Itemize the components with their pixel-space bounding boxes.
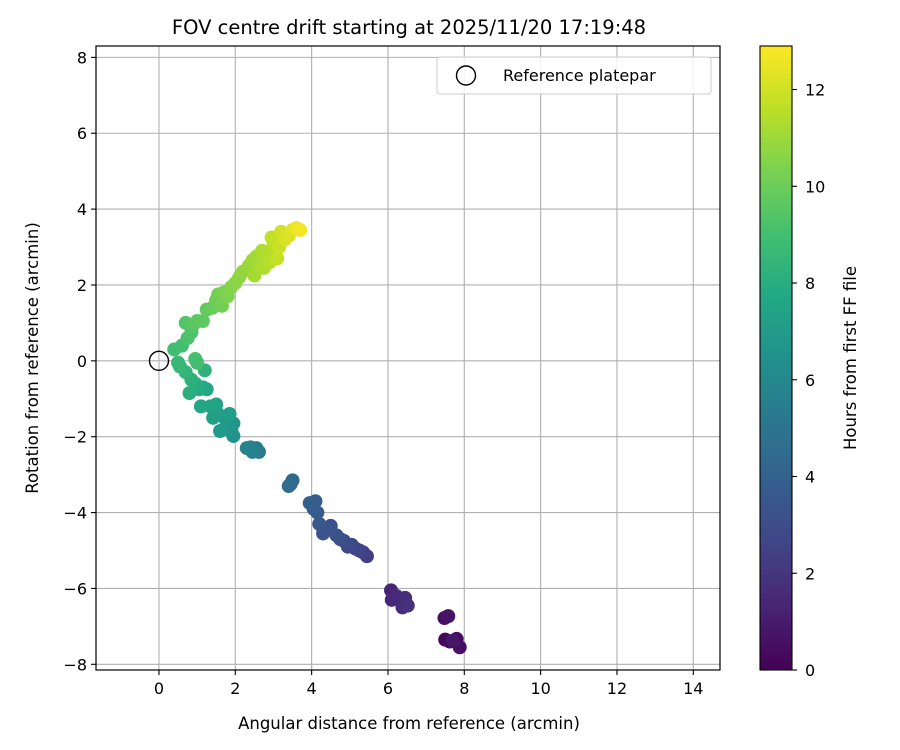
x-tick-label: 0 xyxy=(154,679,164,698)
data-point xyxy=(302,496,317,511)
y-tick-label: −8 xyxy=(63,655,87,674)
x-tick-label: 14 xyxy=(683,679,703,698)
x-tick-label: 4 xyxy=(307,679,317,698)
colorbar-ticks: 0 2 4 6 8 10 12 xyxy=(792,81,825,680)
reference-platepar-marker xyxy=(148,350,170,372)
data-point xyxy=(171,355,186,370)
y-tick-label: 8 xyxy=(77,48,87,67)
colorbar: 0 2 4 6 8 10 12 Hours from first FF file xyxy=(759,45,860,680)
colorbar-tick-label: 4 xyxy=(805,468,815,487)
data-point xyxy=(206,410,221,425)
data-point xyxy=(312,516,327,531)
legend-marker-icon xyxy=(455,65,477,86)
y-tick-label: −2 xyxy=(63,428,87,447)
data-point xyxy=(182,386,197,401)
data-point xyxy=(239,441,254,456)
colorbar-tick-label: 8 xyxy=(805,274,815,293)
data-points xyxy=(167,221,467,655)
colorbar-gradient xyxy=(759,45,793,671)
data-point xyxy=(222,406,237,421)
x-tick-label: 2 xyxy=(230,679,240,698)
data-point xyxy=(445,633,460,648)
y-tick-label: −6 xyxy=(63,579,87,598)
y-tick-label: 6 xyxy=(77,124,87,143)
data-point xyxy=(195,314,210,329)
legend: Reference platepar xyxy=(436,56,712,95)
y-tick-label: 4 xyxy=(77,200,87,219)
x-tick-label: 10 xyxy=(530,679,550,698)
y-tick-label: 0 xyxy=(77,352,87,371)
colorbar-tick-label: 6 xyxy=(805,371,815,390)
data-point xyxy=(270,251,285,266)
colorbar-tick-label: 10 xyxy=(805,177,825,196)
legend-box xyxy=(436,56,712,95)
y-axis-ticks: −8 −6 −4 −2 0 2 4 6 8 xyxy=(63,48,96,674)
y-tick-label: 2 xyxy=(77,276,87,295)
data-point xyxy=(293,222,308,237)
y-axis-label: Rotation from reference (arcmin) xyxy=(23,222,42,494)
legend-label: Reference platepar xyxy=(503,66,656,85)
x-tick-label: 12 xyxy=(607,679,627,698)
plot-frame xyxy=(95,45,721,671)
colorbar-tick-label: 12 xyxy=(805,81,825,100)
data-point xyxy=(193,399,208,414)
data-point xyxy=(190,355,205,370)
data-point xyxy=(441,609,456,624)
colorbar-tick-label: 2 xyxy=(805,564,815,583)
data-point xyxy=(400,598,415,613)
grid-lines xyxy=(96,46,720,670)
x-tick-label: 8 xyxy=(459,679,469,698)
chart-title: FOV centre drift starting at 2025/11/20 … xyxy=(172,16,646,39)
data-point xyxy=(281,479,296,494)
x-tick-label: 6 xyxy=(383,679,393,698)
colorbar-tick-label: 0 xyxy=(805,661,815,680)
data-point xyxy=(247,268,262,283)
y-tick-label: −4 xyxy=(63,504,87,523)
colorbar-label: Hours from first FF file xyxy=(841,266,860,450)
x-axis-label: Angular distance from reference (arcmin) xyxy=(238,714,580,733)
x-axis-ticks: 0 2 4 6 8 10 12 14 xyxy=(154,670,703,698)
data-point xyxy=(213,424,228,439)
